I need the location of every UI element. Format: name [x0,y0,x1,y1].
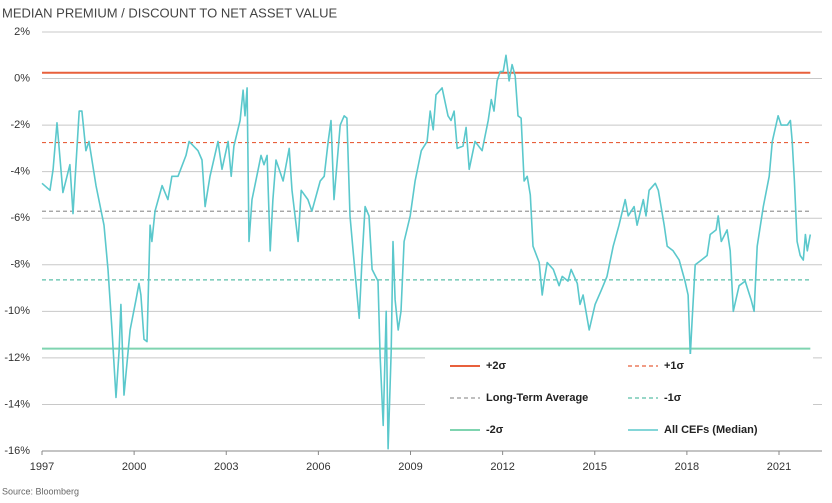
y-tick-label: -12% [4,352,30,364]
x-tick-label: 2012 [490,461,514,473]
y-tick-label: -6% [10,212,30,224]
x-tick-label: 2000 [122,461,146,473]
x-tick-label: 2018 [675,461,699,473]
y-tick-label: 2% [14,26,30,38]
legend-label: All CEFs (Median) [664,424,758,436]
x-tick-label: 2009 [398,461,422,473]
x-tick-label: 2021 [767,461,791,473]
y-tick-label: -10% [4,305,30,317]
legend-box [425,354,813,450]
y-tick-label: -8% [10,259,30,271]
y-tick-label: 0% [14,72,30,84]
x-tick-label: 2003 [214,461,238,473]
legend: +2σ +1σ Long-Term Average -1σ -2σ All CEFs (M… [425,354,813,450]
y-tick-label: -16% [4,445,30,457]
y-tick-label: -2% [10,119,30,131]
legend-label: +1σ [664,360,685,372]
legend-label: Long-Term Average [486,392,588,404]
source-note: Source: Bloomberg [2,486,79,496]
x-tick-label: 1997 [30,461,54,473]
x-tick-label: 2006 [306,461,330,473]
x-tick-label: 2015 [583,461,607,473]
y-tick-label: -14% [4,398,30,410]
legend-label: -1σ [664,392,682,404]
chart-title: MEDIAN PREMIUM / DISCOUNT TO NET ASSET V… [2,5,338,20]
legend-label: +2σ [486,360,507,372]
legend-label: -2σ [486,424,504,436]
y-tick-label: -4% [10,166,30,178]
